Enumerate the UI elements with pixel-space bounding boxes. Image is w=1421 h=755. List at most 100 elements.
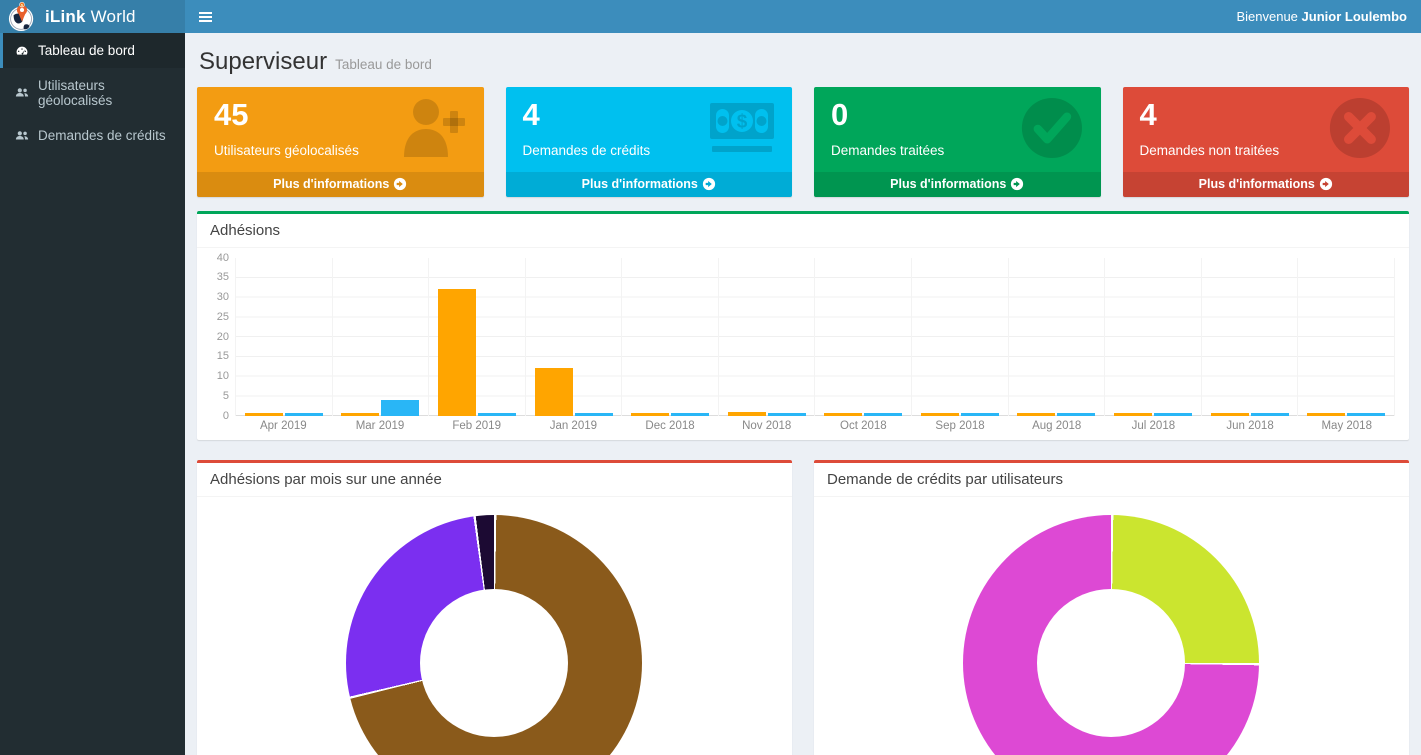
x-axis-label: Jan 2019 [549, 419, 598, 432]
sidebar-item-demandes-de-credits[interactable]: Demandes de crédits [0, 118, 185, 153]
x-axis-label: Apr 2019 [259, 419, 307, 432]
bar-group [717, 257, 815, 416]
blue-series-bar [574, 412, 613, 416]
blue-series-bar [1347, 412, 1386, 416]
sidebar-item-tableau-de-bord[interactable]: Tableau de bord [0, 33, 185, 68]
bar-group [524, 257, 622, 416]
panel-title: Adhésions par mois sur une année [210, 470, 442, 488]
y-axis: 40 35 30 25 20 15 10 5 0 [216, 251, 229, 422]
donut-chart-demandes [962, 514, 1259, 755]
x-axis-label: Dec 2018 [645, 419, 695, 432]
bar-group [911, 257, 1008, 416]
panel-accent-border [197, 210, 1409, 214]
users-icon [15, 86, 29, 100]
welcome-prefix: Bienvenue [1236, 9, 1298, 24]
bar-chart: 40 35 30 25 20 15 10 5 0 Apr 2019 Mar 2019 Feb 201… [209, 251, 1395, 432]
blue-series-bar [671, 412, 710, 416]
users-icon [15, 129, 29, 143]
bar-group [1200, 257, 1298, 416]
more-info-link[interactable]: Plus d'informations [814, 171, 1101, 197]
x-axis-label: Oct 2018 [840, 419, 887, 432]
svg-text:$: $ [21, 2, 24, 7]
more-info-label: Plus d'informations [1198, 176, 1315, 191]
stat-label: Demandes de crédits [522, 142, 651, 158]
user-add-icon [398, 97, 470, 159]
more-info-link[interactable]: Plus d'informations [1122, 171, 1409, 197]
stat-value: 45 [214, 97, 249, 132]
more-info-label: Plus d'informations [890, 176, 1007, 191]
orange-series-bar [534, 368, 573, 416]
x-axis-label: Jun 2018 [1226, 419, 1274, 432]
panel-accent-border [197, 459, 792, 463]
stat-label: Demandes non traitées [1139, 142, 1280, 158]
orange-series-bar [1210, 412, 1249, 416]
demandes-credits-utilisateurs-panel: Demande de crédits par utilisateurs [814, 459, 1409, 755]
x-axis-label: Jul 2018 [1131, 419, 1176, 432]
sidebar-item-label: Utilisateurs géolocalisés [38, 78, 113, 108]
arrow-circle-right-icon [702, 177, 716, 191]
cash-icon: $ [706, 97, 778, 159]
x-axis-label: Feb 2019 [452, 419, 501, 432]
orange-series-bar [1307, 412, 1346, 416]
panel-accent-border [814, 459, 1409, 463]
bar-group [331, 257, 429, 416]
blue-series-bar [477, 412, 516, 416]
blue-series-bar [1153, 412, 1192, 416]
bar-group [428, 257, 525, 416]
more-info-link[interactable]: Plus d'informations [197, 171, 484, 197]
more-info-label: Plus d'informations [581, 176, 698, 191]
blue-series-bar [1057, 412, 1096, 416]
brand-title: iLink World [45, 6, 136, 26]
svg-text:$: $ [737, 112, 748, 133]
bar-group [1104, 257, 1201, 416]
arrow-circle-right-icon [1319, 177, 1333, 191]
stat-label: Demandes traitées [831, 142, 945, 158]
globe-pin-logo: $ [8, 1, 36, 32]
orange-series-bar [824, 412, 863, 416]
sidebar-item-label: Demandes de crédits [38, 128, 166, 143]
adhesions-par-mois-panel: Adhésions par mois sur une année [197, 459, 792, 755]
brand-logo[interactable]: $ iLink World [0, 0, 185, 33]
sidebar-item-utilisateurs-geolocalises[interactable]: Utilisateurs géolocalisés [0, 68, 185, 118]
x-axis-label: Mar 2019 [355, 419, 405, 432]
stat-label: Utilisateurs géolocalisés [214, 142, 359, 158]
page-header: Superviseur Tableau de bord [199, 48, 1407, 76]
hamburger-icon[interactable] [185, 0, 225, 33]
plot-area [235, 257, 1395, 416]
bar-group [1297, 257, 1395, 416]
bar-group [235, 257, 332, 416]
x-axis-label: Sep 2018 [935, 419, 985, 432]
adhesions-panel: Adhésions 40 35 30 25 20 15 10 5 0 Apr 2019 Mar 2… [197, 210, 1409, 440]
arrow-circle-right-icon [393, 177, 407, 191]
blue-series-bar [960, 412, 999, 416]
orange-series-bar [1017, 412, 1056, 416]
dashboard-icon [15, 44, 29, 58]
orange-series-bar [631, 412, 670, 416]
stat-cards-row: 45 Utilisateurs géolocalisés Plus d'info… [197, 87, 1409, 197]
page-title: Superviseur [199, 48, 328, 75]
content-area: Superviseur Tableau de bord 45 Utilisateu… [185, 0, 1421, 755]
orange-series-bar [920, 412, 959, 416]
more-info-link[interactable]: Plus d'informations [505, 171, 792, 197]
top-navbar: $ iLink World Bienvenue Junior Loulembo [0, 0, 1421, 33]
blue-series-bar [1250, 412, 1289, 416]
sidebar: Tableau de bord Utilisateurs géolocalisé… [0, 33, 185, 755]
orange-series-bar [727, 411, 766, 416]
blue-series-bar [864, 412, 903, 416]
close-circle-icon [1323, 97, 1395, 159]
stat-value: 4 [1139, 97, 1157, 132]
page-subtitle: Tableau de bord [335, 57, 432, 72]
more-info-label: Plus d'informations [273, 176, 390, 191]
x-axis-label: May 2018 [1321, 419, 1372, 432]
check-circle-icon [1015, 97, 1087, 159]
blue-series-bar [284, 412, 323, 416]
bar-group [621, 257, 718, 416]
orange-series-bar [437, 289, 476, 416]
donut-chart-adhesions [345, 514, 642, 755]
stat-value: 0 [831, 97, 849, 132]
stat-value: 4 [522, 97, 540, 132]
stat-card-demandes-de-credits: 4 Demandes de crédits $ Plu [505, 87, 792, 197]
stat-card-utilisateurs-geolocalises: 45 Utilisateurs géolocalisés Plus d'info… [197, 87, 484, 197]
welcome-user[interactable]: Bienvenue Junior Loulembo [1236, 9, 1421, 24]
bar-group [1007, 257, 1105, 416]
